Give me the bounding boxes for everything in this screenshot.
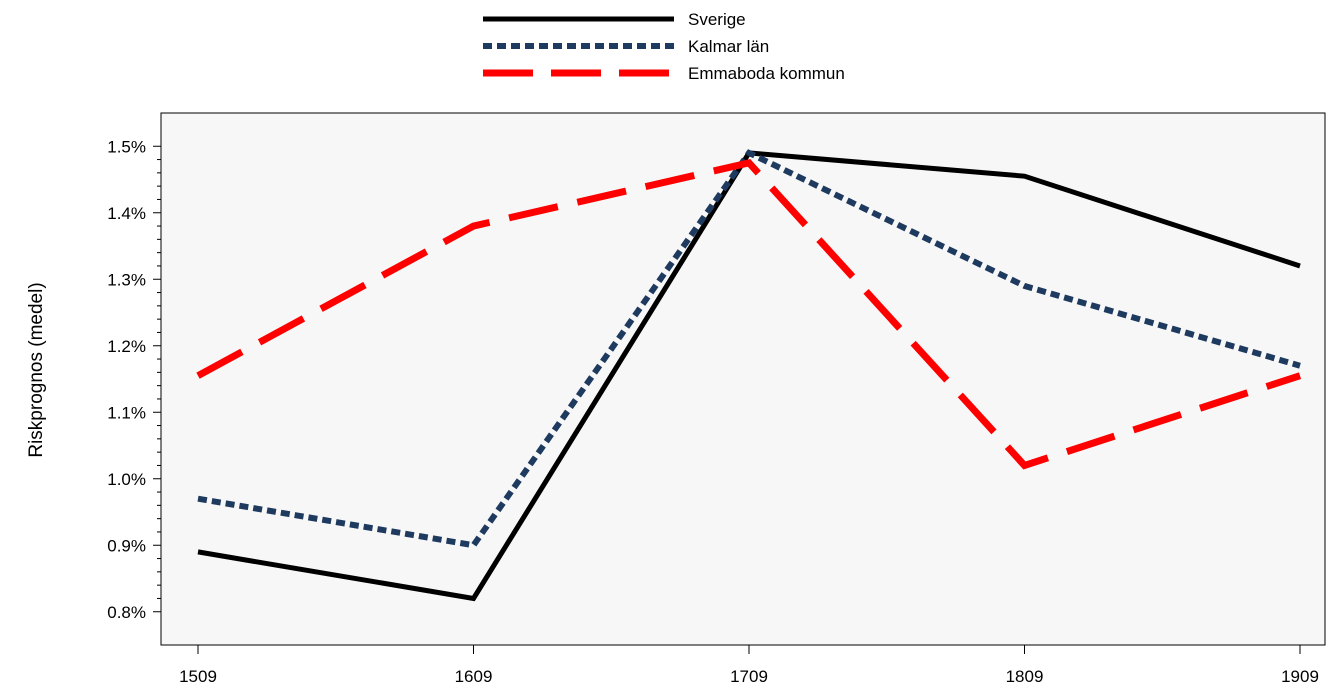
axis-ticks: 0.8% 0.9% 1.0% 1.1% 1.2% 1.3% 1.4% 1.5% 1509 1609… bbox=[107, 137, 1319, 686]
y-tick-label: 1.3% bbox=[107, 270, 146, 289]
legend-label: Kalmar län bbox=[688, 37, 769, 56]
y-tick-label: 0.8% bbox=[107, 603, 146, 622]
y-tick-label: 1.1% bbox=[107, 403, 146, 422]
x-tick-label: 1909 bbox=[1281, 667, 1319, 686]
series-line-emmaboda-kommun bbox=[196, 159, 1302, 470]
y-tick-label: 0.9% bbox=[107, 536, 146, 555]
y-tick-label: 1.5% bbox=[107, 137, 146, 156]
y-tick-label: 1.2% bbox=[107, 337, 146, 356]
legend-label: Sverige bbox=[688, 10, 746, 29]
series-line-kalmar-län bbox=[197, 149, 1301, 549]
x-tick-label: 1809 bbox=[1006, 667, 1044, 686]
series-lines bbox=[196, 149, 1302, 602]
y-axis-label: Riskprognos (medel) bbox=[26, 282, 47, 457]
legend-label: Emmaboda kommun bbox=[688, 64, 845, 83]
plot-area bbox=[160, 112, 1326, 646]
y-tick-label: 1.0% bbox=[107, 470, 146, 489]
legend: Sverige Kalmar län Emmaboda kommun bbox=[483, 10, 845, 83]
x-tick-label: 1509 bbox=[179, 667, 217, 686]
y-tick-label: 1.4% bbox=[107, 204, 146, 223]
x-tick-label: 1609 bbox=[455, 667, 493, 686]
x-tick-label: 1709 bbox=[730, 667, 768, 686]
